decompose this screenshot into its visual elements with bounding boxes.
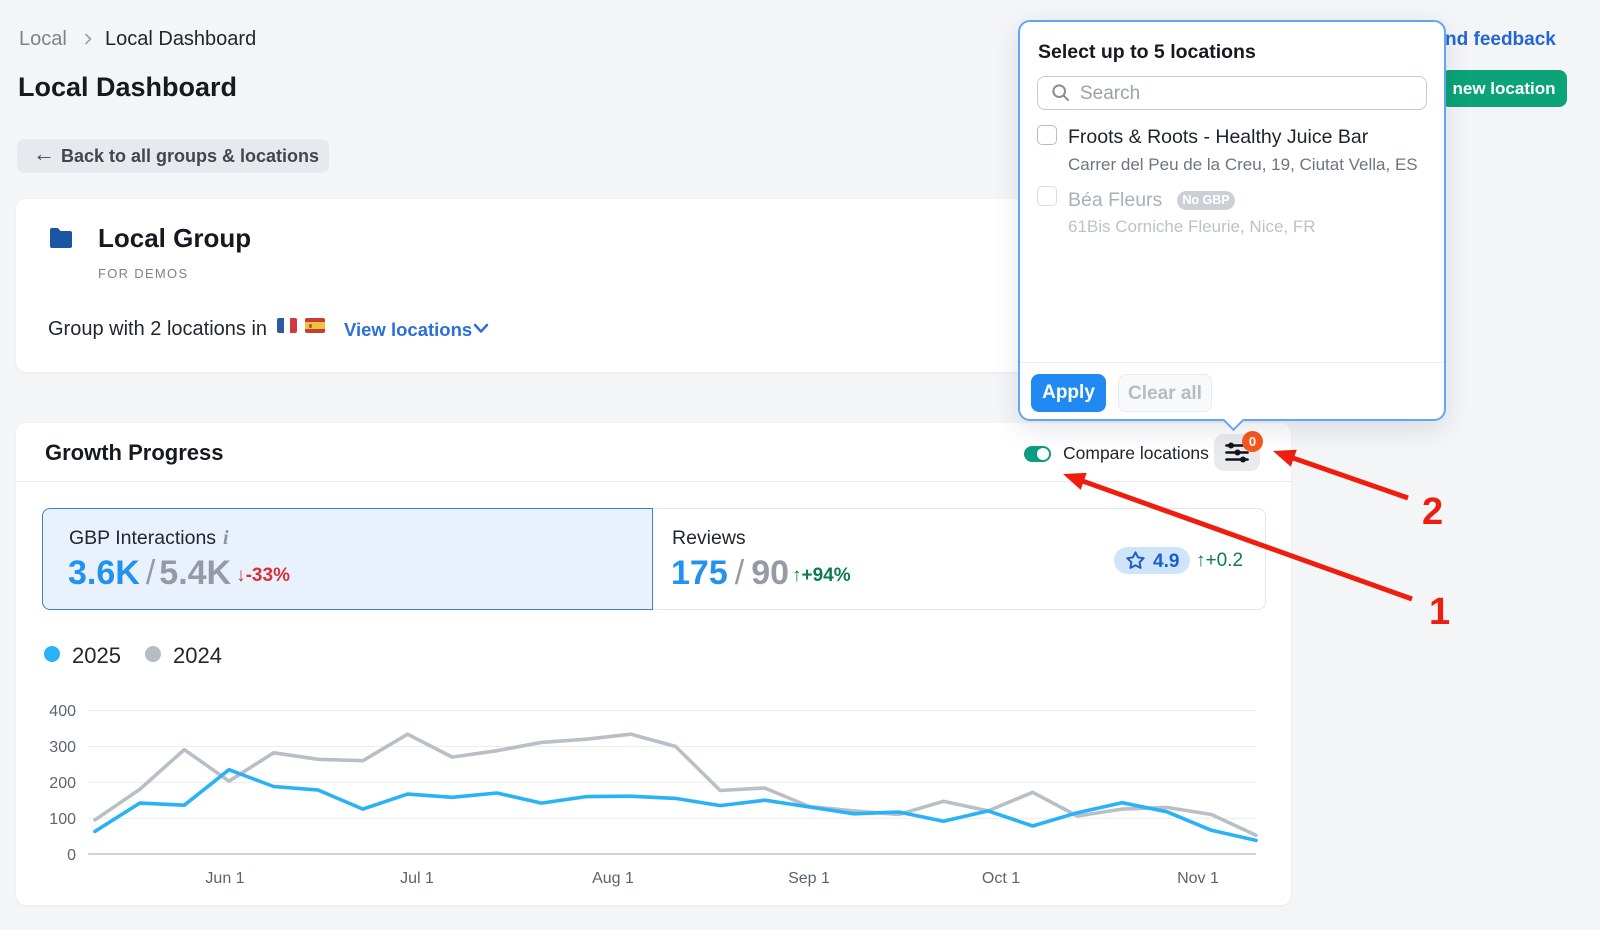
svg-text:100: 100 — [49, 811, 76, 828]
svg-text:Aug 1: Aug 1 — [592, 870, 634, 887]
svg-text:Sep 1: Sep 1 — [788, 870, 830, 887]
svg-text:2: 2 — [1422, 491, 1443, 533]
svg-text:0: 0 — [67, 847, 76, 864]
svg-text:Jun 1: Jun 1 — [205, 870, 244, 887]
svg-text:Oct 1: Oct 1 — [982, 870, 1020, 887]
svg-text:200: 200 — [49, 775, 76, 792]
svg-text:300: 300 — [49, 739, 76, 756]
svg-text:1: 1 — [1429, 591, 1450, 633]
svg-text:Nov 1: Nov 1 — [1177, 870, 1219, 887]
svg-text:400: 400 — [49, 703, 76, 720]
svg-text:Jul 1: Jul 1 — [400, 870, 434, 887]
